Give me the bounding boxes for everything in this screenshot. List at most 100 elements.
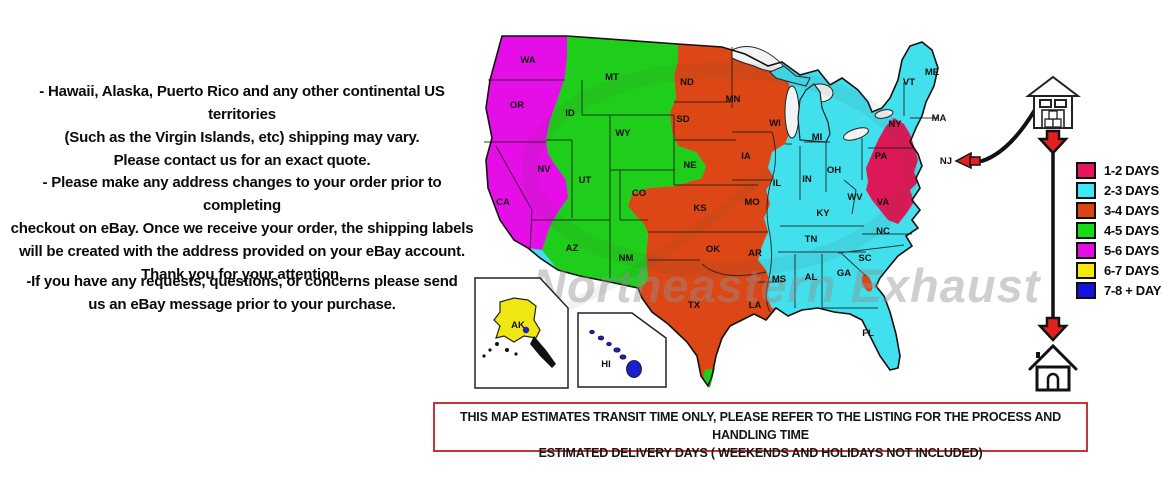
origin-label-nj: NJ xyxy=(940,156,952,167)
arrow-down-top-icon xyxy=(1037,129,1069,155)
transit-disclaimer: THIS MAP ESTIMATES TRANSIT TIME ONLY, PL… xyxy=(433,402,1088,460)
note-line: Thank you for your attention. xyxy=(141,266,343,283)
origin-arrow-curve xyxy=(980,106,1038,163)
state-label-ia: IA xyxy=(741,151,751,162)
continent-outline xyxy=(485,35,939,388)
state-label-ks: KS xyxy=(693,203,706,214)
state-label-or: OR xyxy=(510,100,524,111)
aleutian-island xyxy=(495,342,499,346)
legend-label: 2-3 DAYS xyxy=(1104,183,1159,198)
watermark-swoosh xyxy=(557,166,774,315)
state-label-ut: UT xyxy=(579,175,592,186)
lake-ontario xyxy=(874,109,894,119)
legend-item: 4-5 DAYS xyxy=(1076,222,1162,239)
state-label-ny: NY xyxy=(888,119,902,130)
hawaii-island xyxy=(589,329,595,335)
legend-swatch-5-6 xyxy=(1076,242,1096,259)
watermark-text: Northeastern Exhaust xyxy=(532,259,1042,312)
state-label-va: VA xyxy=(877,197,890,208)
origin-arrow-shaft xyxy=(969,156,981,166)
state-label-wa: WA xyxy=(520,55,535,66)
legend-swatch-4-5 xyxy=(1076,222,1096,239)
state-label-ga: GA xyxy=(837,268,851,279)
michigan-mitten xyxy=(797,83,831,143)
state-label-nc: NC xyxy=(876,226,890,237)
state-label-wv: WV xyxy=(847,192,863,203)
state-label-mo: MO xyxy=(744,197,759,208)
state-borders xyxy=(484,47,938,313)
aleutian-island xyxy=(514,352,518,356)
note-line: will be created with the address provide… xyxy=(19,243,465,260)
legend-item: 7-8 + DAYS xyxy=(1076,282,1162,299)
state-label-nd: ND xyxy=(680,77,694,88)
state-label-ne: NE xyxy=(683,160,696,171)
legend-swatch-7-8 xyxy=(1076,282,1096,299)
note-line: (Such as the Virgin Islands, etc) shippi… xyxy=(64,129,420,146)
state-label-tx: TX xyxy=(688,300,701,311)
state-label-fl: FL xyxy=(862,328,874,339)
note-line: -If you have any requests, questions, or… xyxy=(26,273,458,290)
alaska-panhandle xyxy=(530,336,556,368)
zone-5-6-days xyxy=(486,36,568,250)
note-line: us an eBay message prior to your purchas… xyxy=(88,296,396,313)
hawaii-island xyxy=(613,347,621,353)
note-line: - Hawaii, Alaska, Puerto Rico and any ot… xyxy=(39,83,445,123)
watermark-swirl xyxy=(522,62,918,278)
state-label-ms: MS xyxy=(772,274,786,285)
state-label-la: LA xyxy=(749,300,762,311)
transit-legend: 1-2 DAYS 2-3 DAYS 3-4 DAYS 4-5 DAYS 5-6 … xyxy=(1076,162,1162,303)
note-territories: - Hawaii, Alaska, Puerto Rico and any ot… xyxy=(4,80,480,172)
legend-item: 5-6 DAYS xyxy=(1076,242,1162,259)
hawaii-big-island xyxy=(626,360,642,378)
state-label-wi: WI xyxy=(769,118,781,129)
aleutian-island xyxy=(505,348,509,352)
alaska-blue-spot xyxy=(522,326,530,334)
legend-swatch-6-7 xyxy=(1076,262,1096,279)
legend-item: 1-2 DAYS xyxy=(1076,162,1162,179)
zone-4-5-days xyxy=(542,36,706,288)
zone-1-2-days xyxy=(866,118,918,224)
state-label-mi: MI xyxy=(812,132,823,143)
aleutian-island xyxy=(482,354,486,358)
note-line: - Please make any address changes to you… xyxy=(42,174,442,214)
state-label-az: AZ xyxy=(566,243,579,254)
state-label-il: IL xyxy=(773,178,782,189)
hawaii-island xyxy=(619,354,627,360)
state-label-co: CO xyxy=(632,188,646,199)
state-label-id: ID xyxy=(565,108,575,119)
note-line: checkout on eBay. Once we receive your o… xyxy=(10,220,474,237)
arrow-down-bottom-icon xyxy=(1037,316,1069,342)
zone-3-4-days xyxy=(628,44,794,386)
inset-label-ak: AK xyxy=(511,320,525,331)
legend-swatch-1-2 xyxy=(1076,162,1096,179)
state-label-oh: OH xyxy=(827,165,841,176)
legend-item: 3-4 DAYS xyxy=(1076,202,1162,219)
legend-swatch-3-4 xyxy=(1076,202,1096,219)
origin-arrowhead xyxy=(954,151,972,170)
state-label-nv: NV xyxy=(537,164,551,175)
michigan-upper-peninsula xyxy=(769,65,811,87)
legend-label: 1-2 DAYS xyxy=(1104,163,1159,178)
legend-label: 3-4 DAYS xyxy=(1104,203,1159,218)
hawaii-island xyxy=(606,341,612,347)
state-label-ky: KY xyxy=(816,208,830,219)
note-contact: -If you have any requests, questions, or… xyxy=(4,270,480,316)
house-icon xyxy=(1028,343,1078,392)
state-label-al: AL xyxy=(805,272,818,283)
disclaimer-line-1: THIS MAP ESTIMATES TRANSIT TIME ONLY, PL… xyxy=(460,410,1061,442)
state-label-mt: MT xyxy=(605,72,619,83)
state-label-wy: WY xyxy=(615,128,631,139)
state-label-ma: MA xyxy=(932,113,947,124)
legend-label: 4-5 DAYS xyxy=(1104,223,1159,238)
legend-item: 2-3 DAYS xyxy=(1076,182,1162,199)
note-line: Please contact us for an exact quote. xyxy=(113,152,371,169)
state-label-sc: SC xyxy=(858,253,871,264)
state-label-pa: PA xyxy=(875,151,888,162)
note-address-changes: - Please make any address changes to you… xyxy=(4,171,480,286)
hawaii-island xyxy=(597,335,605,341)
inset-label-hi: HI xyxy=(601,359,611,370)
state-label-in: IN xyxy=(802,174,812,185)
warehouse-icon xyxy=(1025,75,1081,129)
